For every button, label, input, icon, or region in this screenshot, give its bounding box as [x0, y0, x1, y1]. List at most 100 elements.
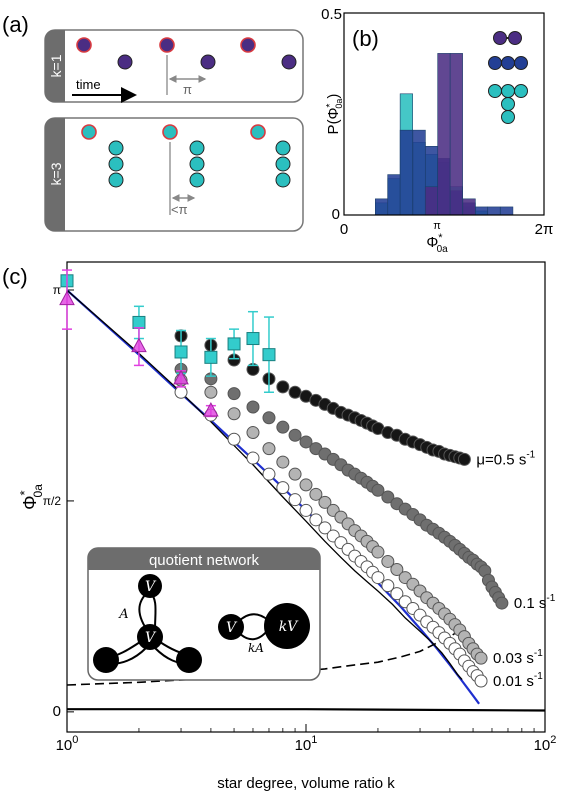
- star-top-node: [138, 574, 162, 598]
- histogram-bars: [375, 53, 514, 216]
- curve-zero: [67, 708, 546, 712]
- sim-point: [227, 432, 241, 446]
- histogram-bar: [449, 53, 463, 216]
- sim-point: [288, 493, 302, 507]
- star-hub-label: V: [145, 630, 157, 646]
- x-tick-label: 102: [534, 734, 557, 754]
- panel-b-ylabel: P(Φ*0a): [325, 94, 344, 135]
- panel-b-xtick-2pi: 2π: [535, 221, 554, 238]
- star-leaf-node: [93, 647, 119, 673]
- row-k1-dots: [76, 37, 297, 70]
- sim-point: [381, 490, 395, 504]
- sim-point: [390, 563, 404, 577]
- panel-b-legend: [488, 31, 528, 124]
- legend-k3-node: [501, 84, 515, 98]
- series-label: 0.1 s-1: [514, 593, 556, 612]
- sim-point: [495, 596, 509, 610]
- sim-point: [299, 478, 313, 492]
- dot-b: [117, 54, 133, 70]
- y-tick-label: 0: [53, 703, 61, 720]
- exp-triangle: [203, 402, 219, 417]
- legend-k3-node: [488, 84, 502, 98]
- legend-k1-node: [493, 31, 507, 45]
- panel-c: (c) 100 101 102 0 π/2 π μ=0.5 s-1 0.1 s-1 0.03 …: [2, 261, 557, 792]
- panel-b-xtick-pi: π: [433, 220, 441, 232]
- histogram-bar: [462, 198, 476, 216]
- series-label: μ=0.5 s-1: [476, 449, 535, 468]
- panel-c-xlabel: star degree, volume ratio k: [217, 775, 395, 792]
- sim-point: [262, 411, 276, 425]
- histogram-bar: [412, 129, 426, 216]
- sim-point: [474, 651, 488, 665]
- dot-b: [281, 54, 297, 70]
- sim-point: [299, 503, 313, 517]
- sim-point: [371, 483, 385, 497]
- panel-b-label: (b): [352, 26, 379, 51]
- dot-hub: [250, 124, 266, 140]
- sim-point: [227, 387, 241, 401]
- panel-c-ticks: 100 101 102 0 π/2 π: [43, 283, 557, 754]
- panel-b-xlabel: Φ* 0a: [426, 232, 448, 255]
- dot-hub: [81, 124, 97, 140]
- sim-point: [288, 467, 302, 481]
- sim-point: [390, 587, 404, 601]
- panel-c-experiments: [59, 269, 276, 418]
- panel-b-ytick-zero: 0: [332, 206, 340, 223]
- sim-point: [246, 400, 260, 414]
- pair-small-node: [218, 614, 244, 640]
- histogram-bar: [437, 53, 451, 216]
- histogram-bar: [375, 198, 389, 216]
- sim-point: [299, 435, 313, 449]
- panel-a-label: (a): [2, 12, 29, 37]
- inset-title: quotient network: [149, 552, 260, 569]
- sim-point: [309, 513, 323, 527]
- dot-leaf: [189, 140, 205, 156]
- dot-hub: [162, 124, 178, 140]
- sim-point: [288, 385, 302, 399]
- panel-c-points: [174, 329, 509, 688]
- exp-square: [204, 350, 218, 364]
- legend-k3-node: [501, 97, 515, 111]
- sim-point: [204, 385, 218, 399]
- dot-a: [159, 37, 175, 53]
- star-hub-node: [137, 624, 163, 650]
- exp-square: [262, 348, 276, 362]
- pair-large-node: [264, 603, 310, 649]
- histogram-bar: [500, 206, 514, 216]
- panel-b: (b) 0.5 0 0 π 2π Φ* 0a P(Φ*0a): [321, 6, 553, 255]
- dot-leaf: [108, 156, 124, 172]
- sim-point: [246, 426, 260, 440]
- exp-square: [227, 337, 241, 351]
- pair-large-label: kV: [279, 619, 299, 635]
- exp-square: [174, 345, 188, 359]
- sim-point: [288, 428, 302, 442]
- legend-k1-node: [508, 31, 522, 45]
- series-label: 0.01 s-1: [493, 671, 543, 690]
- star-leaf-node: [176, 647, 202, 673]
- panel-c-series-labels: μ=0.5 s-1 0.1 s-1 0.03 s-1 0.01 s-1: [476, 449, 555, 690]
- panel-b-xtick-zero: 0: [340, 221, 348, 238]
- legend-k3-node: [514, 84, 528, 98]
- histogram-bar: [424, 186, 439, 216]
- k3-spacing-label: <π: [171, 202, 188, 217]
- dot-b: [200, 54, 216, 70]
- legend-k3-node: [501, 110, 515, 124]
- histogram-bar: [399, 129, 413, 216]
- dot-leaf: [275, 140, 291, 156]
- sim-point: [276, 420, 290, 434]
- sim-point: [309, 487, 323, 501]
- row-k3-tab: [45, 118, 65, 231]
- row-k1-tab: [45, 30, 65, 102]
- star-top-label: V: [145, 579, 157, 595]
- sim-point: [474, 674, 488, 688]
- sim-point: [318, 495, 332, 509]
- panel-c-label: (c): [2, 264, 28, 289]
- row-k3-label: k=3: [48, 162, 64, 185]
- sim-point: [381, 579, 395, 593]
- sim-point: [276, 380, 290, 394]
- histogram-bar: [474, 206, 489, 216]
- sim-point: [227, 407, 241, 421]
- sim-point: [276, 481, 290, 495]
- dot-leaf: [189, 156, 205, 172]
- legend-k2-node: [514, 56, 528, 70]
